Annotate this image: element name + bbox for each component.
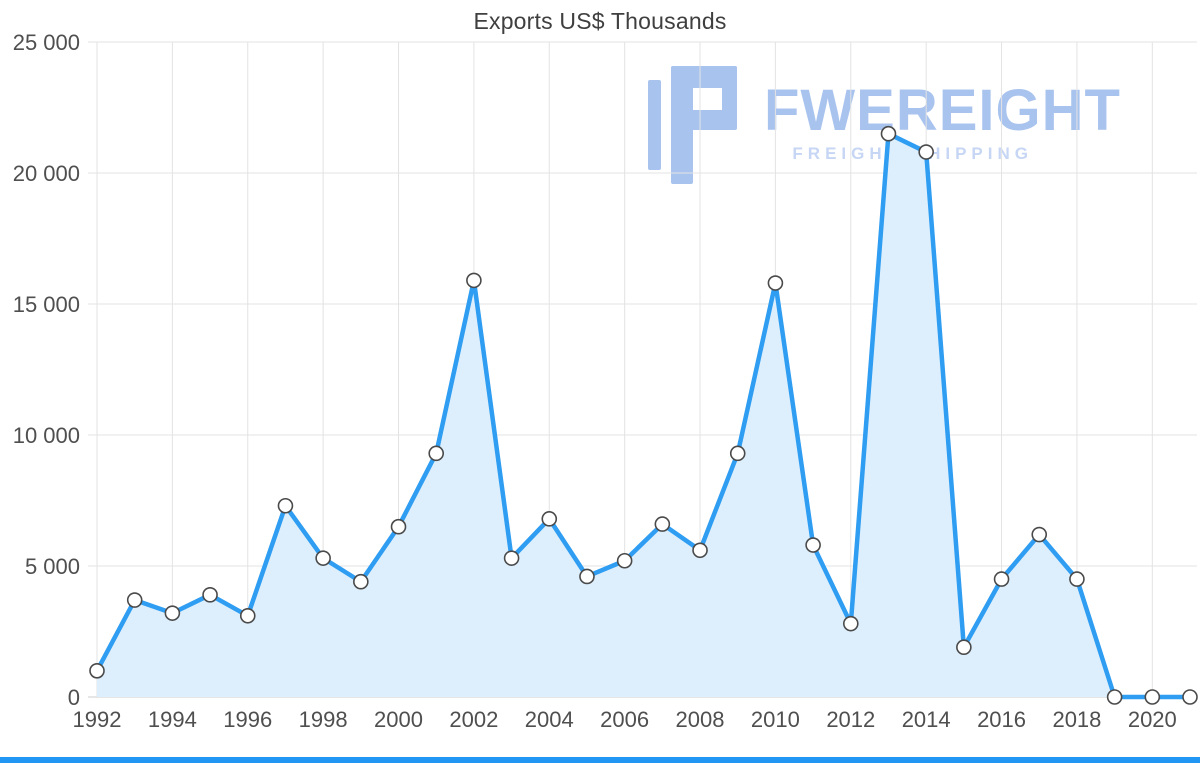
- data-point-marker[interactable]: [466, 272, 482, 289]
- x-axis-tick-label: 2008: [676, 707, 725, 732]
- data-point-marker[interactable]: [918, 144, 934, 160]
- x-axis-tick-label: 1994: [148, 707, 197, 732]
- x-axis-tick-label: 2012: [826, 707, 875, 732]
- data-point-marker[interactable]: [729, 445, 746, 462]
- x-axis-tick-label: 2000: [374, 707, 423, 732]
- watermark: FWEREIGHT FREIGHT SHIPPING: [648, 66, 1121, 184]
- watermark-text: FWEREIGHT FREIGHT SHIPPING: [764, 82, 1121, 164]
- data-point-marker[interactable]: [390, 518, 407, 535]
- x-axis-tick-label: 2006: [600, 707, 649, 732]
- data-point-marker[interactable]: [239, 607, 256, 624]
- data-point-marker[interactable]: [277, 497, 294, 514]
- data-point-marker[interactable]: [993, 571, 1010, 587]
- data-point-marker[interactable]: [428, 445, 445, 462]
- data-point-marker[interactable]: [541, 511, 558, 527]
- data-point-marker[interactable]: [1106, 689, 1123, 705]
- chart-title: Exports US$ Thousands: [473, 8, 727, 34]
- x-axis-tick-label: 2020: [1128, 707, 1177, 732]
- data-point-marker[interactable]: [503, 550, 520, 566]
- data-point-marker[interactable]: [767, 275, 784, 291]
- data-point-marker[interactable]: [1182, 689, 1198, 705]
- data-point-marker[interactable]: [654, 516, 671, 532]
- data-point-marker[interactable]: [956, 639, 972, 656]
- x-axis-tick-label: 2016: [977, 707, 1026, 732]
- data-point-marker[interactable]: [1144, 689, 1161, 705]
- watermark-brand: FWEREIGHT: [764, 78, 1121, 143]
- data-point-marker[interactable]: [89, 662, 105, 679]
- y-axis-tick-label: 20 000: [13, 161, 80, 186]
- y-axis-tick-label: 0: [68, 685, 80, 710]
- fwereight-logo-icon: [648, 66, 737, 184]
- data-point-marker[interactable]: [692, 542, 708, 559]
- data-point-marker[interactable]: [1069, 571, 1085, 587]
- x-axis-tick-label: 2004: [525, 707, 574, 732]
- data-point-marker[interactable]: [164, 605, 181, 621]
- y-axis-tick-label: 5 000: [25, 554, 80, 579]
- data-point-marker[interactable]: [126, 592, 143, 608]
- y-axis-tick-label: 10 000: [13, 423, 80, 448]
- x-axis-tick-label: 2010: [751, 707, 800, 732]
- area-fill: [97, 133, 1190, 697]
- data-line: [94, 131, 1193, 700]
- data-point-marker[interactable]: [805, 537, 821, 553]
- data-point-marker[interactable]: [842, 615, 859, 632]
- y-axis-tick-label: 15 000: [13, 292, 80, 317]
- data-point-marker[interactable]: [202, 587, 218, 603]
- x-axis-tick-label: 2002: [449, 707, 498, 732]
- y-axis-tick-label: 25 000: [13, 30, 80, 55]
- x-axis-tick-label: 2018: [1052, 707, 1101, 732]
- data-point-marker[interactable]: [353, 573, 369, 590]
- data-point-marker[interactable]: [579, 568, 595, 585]
- data-point-marker[interactable]: [880, 125, 897, 142]
- x-axis-tick-label: 1996: [223, 707, 272, 732]
- x-axis-tick-label: 2014: [902, 707, 951, 732]
- data-point-marker[interactable]: [315, 550, 331, 566]
- data-point-marker[interactable]: [1031, 526, 1048, 543]
- x-axis-tick-label: 1998: [299, 707, 348, 732]
- bottom-bar: [0, 757, 1200, 763]
- data-point-marker[interactable]: [616, 552, 633, 569]
- x-axis-tick-label: 1992: [73, 707, 122, 732]
